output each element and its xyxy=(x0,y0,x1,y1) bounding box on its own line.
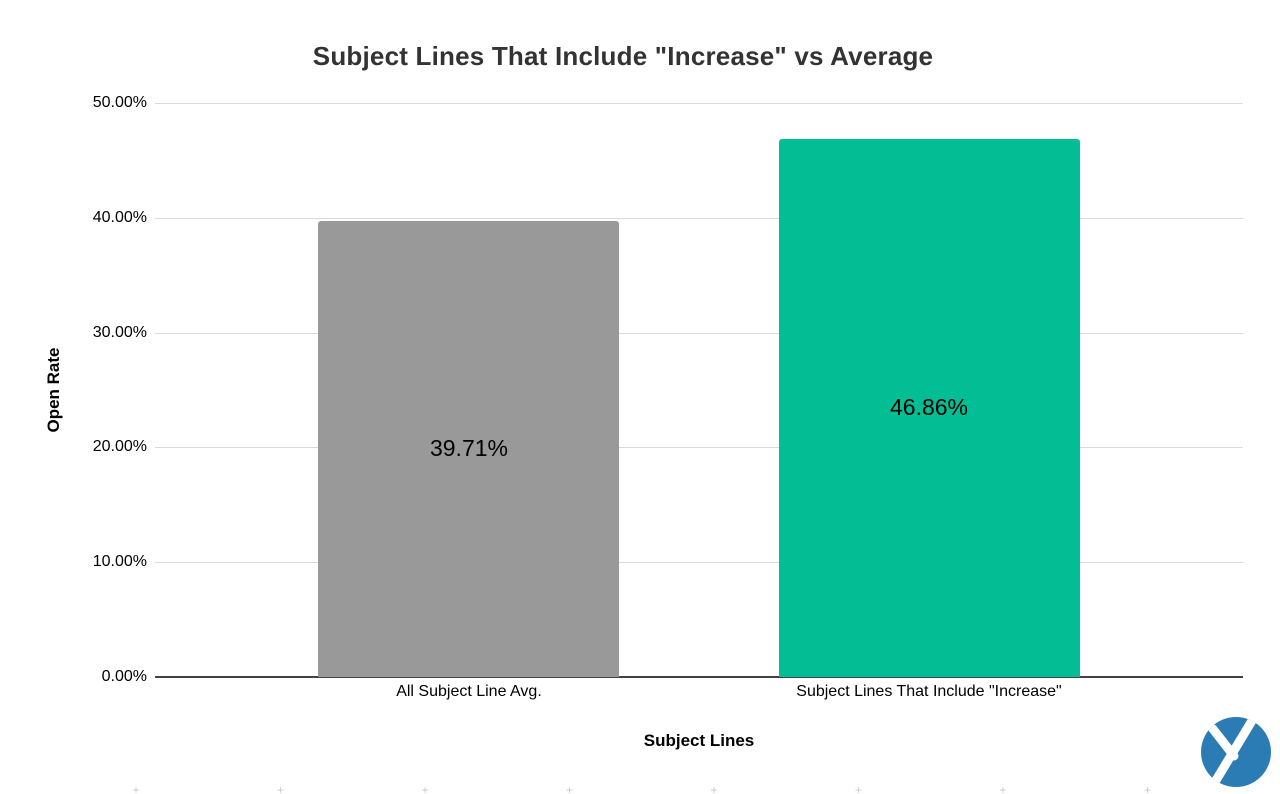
y-tick-label: 0.00% xyxy=(101,668,147,685)
x-category-label: All Subject Line Avg. xyxy=(396,683,542,700)
crop-mark: + xyxy=(421,783,429,794)
y-tick-label: 10.00% xyxy=(92,553,147,571)
y-axis-title: Open Rate xyxy=(44,347,63,433)
gridline xyxy=(155,332,1243,334)
circle-y-logo xyxy=(1201,717,1271,787)
crop-mark: + xyxy=(1143,783,1152,794)
bar-value-label: 46.86% xyxy=(889,394,968,421)
crop-mark: + xyxy=(132,783,140,794)
bar-value-label: 39.71% xyxy=(429,435,508,462)
plot-area: 39.71% 46.86% xyxy=(155,103,1243,678)
bar xyxy=(778,139,1080,677)
crop-mark: + xyxy=(710,783,718,794)
y-tick-label: 30.00% xyxy=(92,323,147,341)
y-tick-label: 40.00% xyxy=(92,208,147,226)
y-tick-label: 20.00% xyxy=(92,438,147,456)
x-category-label: Subject Lines That Include "Increase" xyxy=(796,683,1062,700)
crop-mark: + xyxy=(999,783,1007,794)
chart-title: Subject Lines That Include "Increase" vs… xyxy=(312,41,934,71)
gridline xyxy=(155,447,1243,449)
gridline xyxy=(155,103,1243,104)
x-axis-title: Subject Lines xyxy=(643,731,755,750)
crop-mark: + xyxy=(565,783,574,794)
x-axis-line xyxy=(155,676,1243,678)
bar xyxy=(318,221,620,677)
gridline xyxy=(155,217,1243,219)
crop-mark: + xyxy=(854,783,863,794)
y-tick-label: 50.00% xyxy=(92,94,147,111)
crop-mark: + xyxy=(276,783,285,794)
gridline xyxy=(155,562,1243,564)
